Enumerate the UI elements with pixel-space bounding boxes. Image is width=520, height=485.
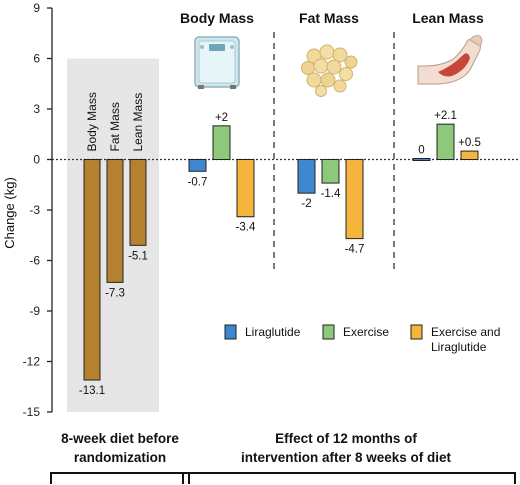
legend-swatch	[322, 324, 335, 340]
legend-label: Exercise	[343, 325, 389, 339]
caption-line: Effect of 12 months of	[275, 431, 417, 446]
caption-line: randomization	[74, 450, 166, 465]
y-tick-label: 9	[33, 1, 40, 15]
legend-label: Liraglutide	[431, 340, 487, 354]
data-label: -7.3	[105, 287, 125, 299]
group-header: Lean Mass	[412, 10, 484, 26]
data-label: 0	[418, 145, 424, 157]
category-label: Lean Mass	[131, 93, 145, 152]
data-label: -4.7	[345, 244, 365, 256]
intervention-caption: Effect of 12 months of intervention afte…	[241, 431, 452, 465]
data-label: -1.4	[321, 188, 341, 200]
legend: Liraglutide Exercise Exercise andLiragluti…	[224, 324, 500, 354]
y-tick-label: -6	[29, 254, 40, 268]
intervention-bars: -0.7 -2 0 +2 -1.4 +2.1 -3.4 -4.7 +0.5	[188, 110, 481, 255]
caption-line: 8-week diet before	[61, 431, 179, 446]
y-tick-label: 6	[33, 52, 40, 66]
y-axis-label: Change (kg)	[2, 177, 17, 249]
bar	[106, 159, 124, 283]
data-label: +2	[215, 112, 228, 124]
diet-bars: -13.1 Body Mass -7.3 Fat Mass -5.1 Lean Mass	[79, 92, 148, 397]
diet-bracket	[50, 472, 190, 484]
y-tick-label: 3	[33, 102, 40, 116]
y-tick-label: -15	[23, 405, 41, 419]
bar	[129, 159, 147, 246]
bar	[460, 150, 479, 160]
y-tick-label: -9	[29, 304, 40, 318]
bar	[236, 159, 255, 218]
data-label: +2.1	[434, 110, 457, 122]
diet-caption: 8-week diet before randomization	[61, 431, 179, 465]
legend-label: Exercise and	[431, 325, 500, 339]
legend-swatch	[410, 324, 423, 340]
data-label: -0.7	[188, 176, 208, 188]
category-label: Body Mass	[85, 92, 99, 151]
data-label: -2	[301, 198, 311, 210]
data-label: -3.4	[236, 222, 256, 234]
data-label: -13.1	[79, 385, 105, 397]
bar	[436, 123, 455, 160]
bar	[345, 159, 364, 240]
bar	[212, 125, 231, 161]
y-tick-label: -12	[23, 355, 41, 369]
bar	[297, 159, 316, 194]
intervention-bracket	[182, 472, 516, 484]
y-tick-label: -3	[29, 203, 40, 217]
y-tick-label: 0	[33, 153, 40, 167]
data-label: -5.1	[128, 250, 148, 262]
bar	[188, 159, 207, 172]
bar	[83, 159, 101, 381]
y-axis: 9 6 3 0 -3 -6 -9 -12 -15	[23, 1, 53, 419]
caption-line: intervention after 8 weeks of diet	[241, 450, 452, 465]
bar	[321, 159, 340, 184]
group-header: Body Mass	[180, 10, 254, 26]
fat-cells-icon	[301, 44, 358, 97]
group-header: Fat Mass	[299, 10, 359, 26]
legend-label: Liraglutide	[245, 325, 301, 339]
data-label: +0.5	[458, 137, 481, 149]
legend-swatch	[224, 324, 237, 340]
category-label: Fat Mass	[108, 102, 122, 151]
bar	[412, 158, 431, 161]
flexed-arm-muscle-icon	[417, 35, 483, 85]
bathroom-scale-icon	[194, 36, 240, 89]
